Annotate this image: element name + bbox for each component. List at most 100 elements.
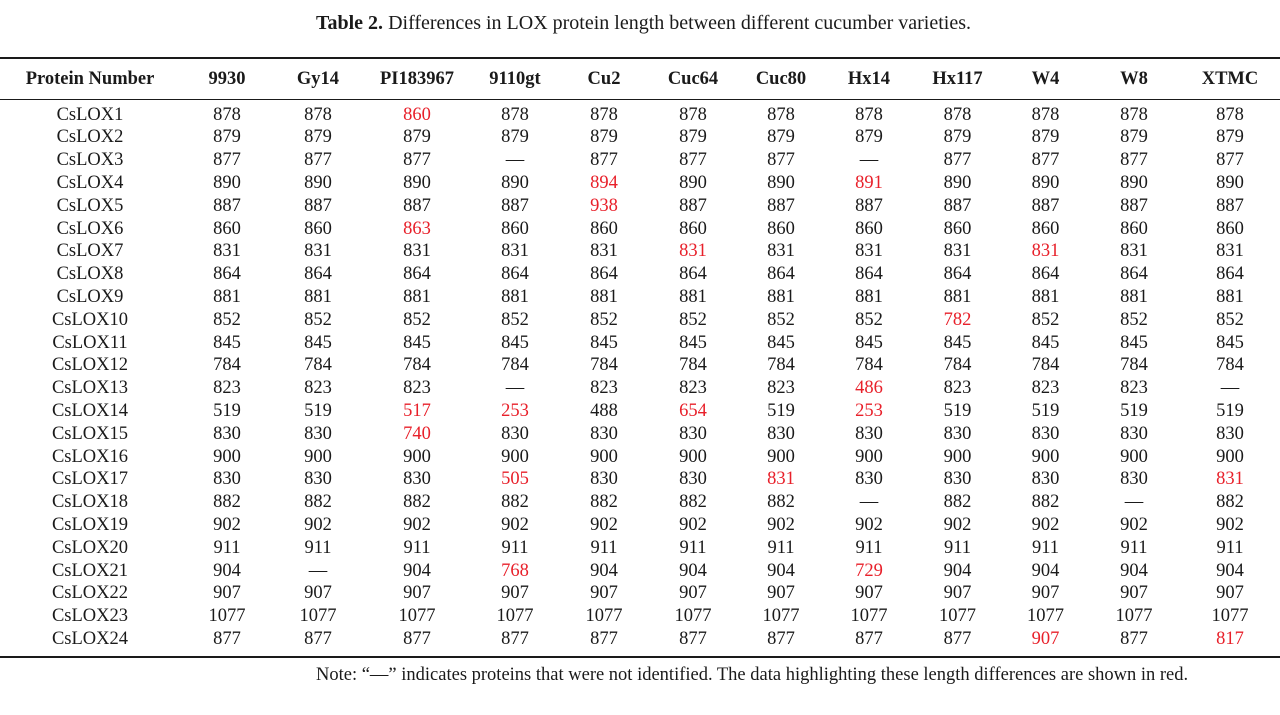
length-cell: 877 bbox=[501, 628, 529, 649]
length-cell: 902 bbox=[679, 514, 707, 535]
length-cell: 519 bbox=[304, 400, 332, 421]
length-cell: 887 bbox=[679, 195, 707, 216]
table-row: CsLOX10 852 852 852 852 852 852 852 852 782 852 852… bbox=[0, 308, 1280, 331]
length-cell: 900 bbox=[403, 446, 431, 467]
length-cell: 784 bbox=[403, 355, 431, 376]
length-cell: 900 bbox=[1120, 446, 1148, 467]
length-cell: 831 bbox=[1031, 241, 1060, 262]
column-header: Cuc80 bbox=[755, 68, 807, 89]
column-header: W4 bbox=[1031, 68, 1060, 89]
length-cell: 860 bbox=[403, 105, 431, 125]
column-header: Protein Number bbox=[25, 68, 155, 89]
length-cell: 911 bbox=[213, 537, 241, 558]
length-cell: 860 bbox=[855, 218, 883, 239]
length-cell: 654 bbox=[679, 400, 707, 421]
length-cell: — bbox=[505, 150, 525, 171]
protein-name-cell: CsLOX8 bbox=[56, 264, 124, 285]
length-cell: 879 bbox=[403, 127, 431, 148]
length-cell: 830 bbox=[943, 423, 972, 444]
table-row: CsLOX20 911 911 911 911 911 911 911 911 911 911 911… bbox=[0, 536, 1280, 559]
length-cell: 911 bbox=[943, 537, 972, 558]
length-cell: 887 bbox=[1031, 195, 1060, 216]
length-cell: 907 bbox=[679, 583, 707, 604]
protein-name-cell: CsLOX5 bbox=[56, 195, 124, 216]
protein-name-cell: CsLOX22 bbox=[51, 583, 129, 604]
length-cell: 852 bbox=[501, 309, 529, 330]
length-cell: 890 bbox=[1120, 172, 1148, 193]
length-cell: — bbox=[1124, 492, 1144, 513]
length-cell: — bbox=[1220, 378, 1240, 399]
length-cell: 904 bbox=[1120, 560, 1148, 581]
length-cell: 864 bbox=[1216, 264, 1244, 285]
length-cell: 768 bbox=[501, 560, 529, 581]
protein-name-cell: CsLOX18 bbox=[51, 492, 129, 513]
length-cell: 1077 bbox=[1027, 606, 1064, 627]
table-row: CsLOX21 904 — 904 768 904 904 904 729 904 904 904 90… bbox=[0, 559, 1280, 582]
length-cell: 878 bbox=[501, 105, 529, 125]
length-cell: 823 bbox=[767, 378, 795, 399]
length-cell: 902 bbox=[501, 514, 529, 535]
length-cell: 784 bbox=[943, 355, 972, 376]
length-cell: 845 bbox=[943, 332, 972, 353]
length-cell: 877 bbox=[767, 150, 795, 171]
length-cell: 907 bbox=[590, 583, 618, 604]
length-cell: 911 bbox=[679, 537, 707, 558]
length-cell: 1077 bbox=[299, 606, 337, 627]
length-cell: 878 bbox=[679, 105, 707, 125]
length-cell: 845 bbox=[403, 332, 431, 353]
protein-name-cell: CsLOX14 bbox=[51, 400, 129, 421]
length-cell: 907 bbox=[501, 583, 529, 604]
table-row: CsLOX16 900 900 900 900 900 900 900 900 900 900 900… bbox=[0, 445, 1280, 468]
length-cell: 877 bbox=[1031, 150, 1060, 171]
length-cell: 878 bbox=[943, 105, 972, 125]
length-cell: 845 bbox=[590, 332, 618, 353]
length-cell: 784 bbox=[213, 355, 241, 376]
length-cell: 831 bbox=[304, 241, 332, 262]
length-cell: 882 bbox=[213, 492, 241, 513]
length-cell: 877 bbox=[1216, 150, 1244, 171]
length-cell: 845 bbox=[1216, 332, 1244, 353]
table-caption-text: Differences in LOX protein length betwee… bbox=[388, 12, 971, 34]
length-cell: 881 bbox=[590, 286, 618, 307]
length-cell: 879 bbox=[767, 127, 795, 148]
length-cell: 877 bbox=[679, 150, 707, 171]
length-cell: 881 bbox=[1120, 286, 1148, 307]
length-cell: 860 bbox=[943, 218, 972, 239]
length-cell: 882 bbox=[304, 492, 332, 513]
length-cell: 904 bbox=[213, 560, 241, 581]
length-cell: 831 bbox=[855, 241, 883, 262]
length-cell: 823 bbox=[304, 378, 332, 399]
length-cell: 902 bbox=[213, 514, 241, 535]
length-cell: 879 bbox=[679, 127, 707, 148]
length-cell: 784 bbox=[679, 355, 707, 376]
length-cell: 784 bbox=[590, 355, 618, 376]
length-cell: 881 bbox=[1216, 286, 1244, 307]
length-cell: 852 bbox=[403, 309, 431, 330]
length-cell: 900 bbox=[1031, 446, 1060, 467]
length-cell: 1077 bbox=[674, 606, 712, 627]
length-cell: 887 bbox=[501, 195, 529, 216]
length-cell: 887 bbox=[767, 195, 795, 216]
table-row: CsLOX17 830 830 830 505 830 830 831 830 830 830 830… bbox=[0, 468, 1280, 491]
length-cell: 863 bbox=[403, 218, 431, 239]
protein-name-cell: CsLOX7 bbox=[56, 241, 124, 262]
length-cell: 887 bbox=[403, 195, 431, 216]
length-cell: 1077 bbox=[1211, 606, 1249, 627]
length-cell: 907 bbox=[767, 583, 795, 604]
length-cell: 879 bbox=[855, 127, 883, 148]
length-cell: 904 bbox=[1216, 560, 1244, 581]
column-header: XTMC bbox=[1201, 68, 1259, 89]
length-cell: 881 bbox=[943, 286, 972, 307]
column-header: Cuc64 bbox=[667, 68, 719, 89]
length-cell: 830 bbox=[943, 469, 972, 490]
length-cell: 877 bbox=[943, 628, 972, 649]
length-cell: 860 bbox=[1120, 218, 1148, 239]
length-cell: 864 bbox=[590, 264, 618, 285]
protein-name-cell: CsLOX20 bbox=[51, 537, 129, 558]
length-cell: 902 bbox=[1031, 514, 1060, 535]
length-cell: 878 bbox=[304, 105, 332, 125]
length-cell: 904 bbox=[679, 560, 707, 581]
length-cell: 860 bbox=[213, 218, 241, 239]
length-cell: 887 bbox=[855, 195, 883, 216]
length-cell: 907 bbox=[213, 583, 241, 604]
